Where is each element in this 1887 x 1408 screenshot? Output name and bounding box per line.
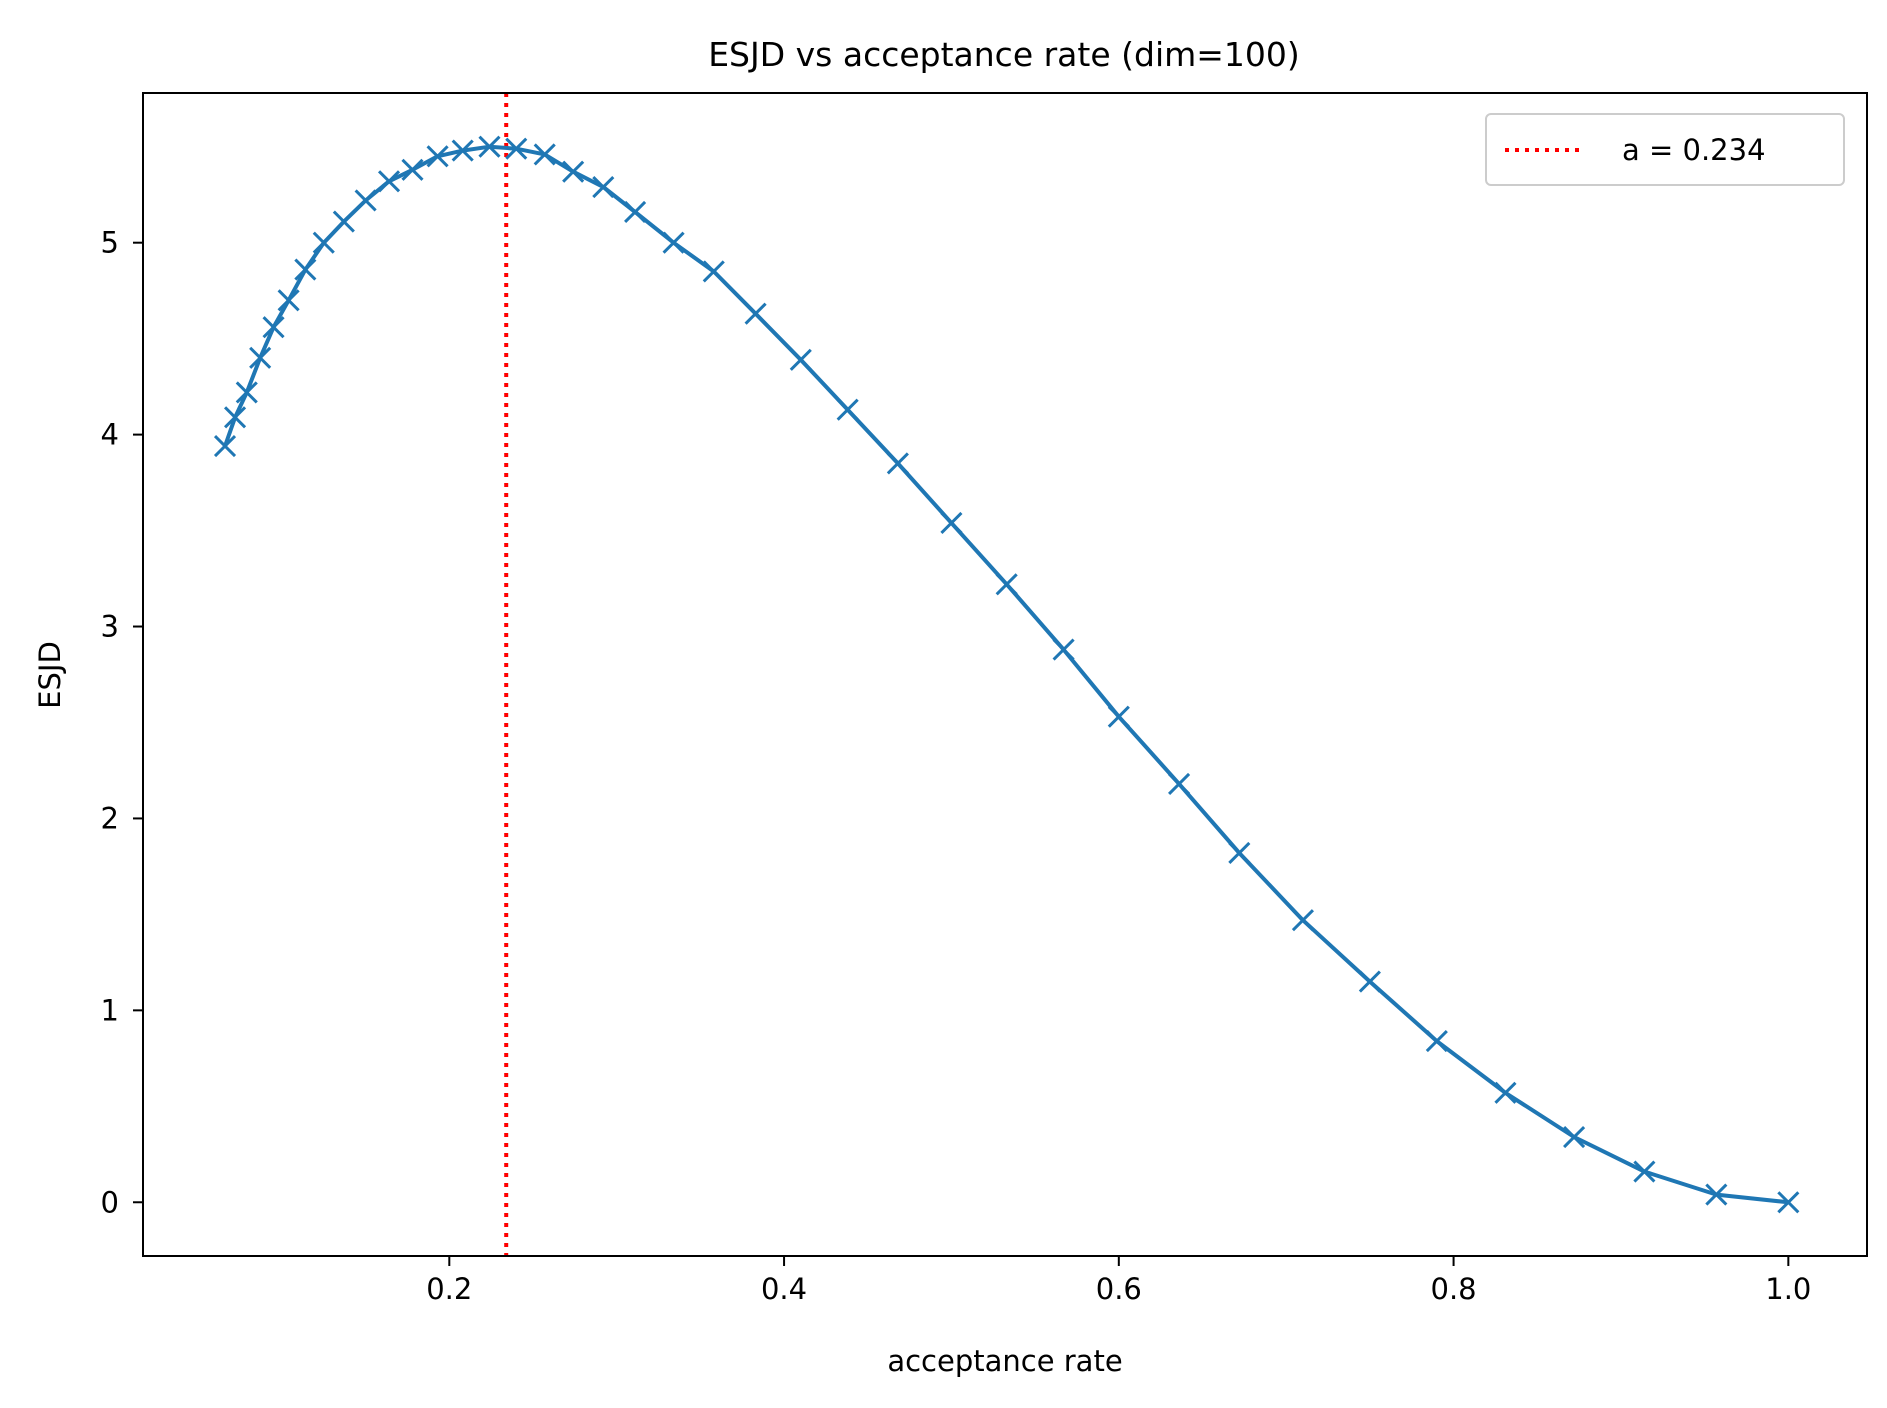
data-point-marker bbox=[354, 189, 377, 212]
data-point-marker bbox=[1168, 772, 1191, 795]
data-point-marker bbox=[1358, 970, 1381, 993]
legend-box bbox=[1485, 113, 1845, 186]
data-point-marker bbox=[1425, 1029, 1448, 1053]
data-point-marker bbox=[702, 260, 725, 283]
data-point-marker bbox=[1291, 909, 1314, 932]
legend-label-reference: a = 0.234 bbox=[1622, 133, 1766, 167]
data-point-marker bbox=[744, 302, 767, 325]
data-point-marker bbox=[1052, 638, 1075, 661]
x-tick-label: 0.2 bbox=[426, 1272, 472, 1306]
data-point-marker bbox=[377, 170, 401, 193]
series-line bbox=[223, 144, 1789, 1205]
x-tick-label: 0.4 bbox=[761, 1272, 807, 1306]
data-point-marker bbox=[262, 316, 285, 339]
data-point-marker bbox=[294, 258, 317, 281]
data-point-marker bbox=[836, 398, 859, 421]
data-point-marker bbox=[940, 511, 963, 534]
data-point-marker bbox=[235, 381, 258, 404]
data-point-marker bbox=[886, 452, 909, 475]
data-point-marker bbox=[505, 137, 528, 160]
x-axis-ticks: 0.2 0.4 0.6 0.8 1.0 bbox=[426, 1256, 1811, 1306]
y-tick-label: 2 bbox=[101, 801, 119, 835]
data-point-marker bbox=[332, 210, 355, 233]
data-point-marker bbox=[662, 231, 685, 254]
data-point-marker bbox=[592, 175, 615, 199]
data-point-marker bbox=[277, 289, 300, 312]
x-tick-label: 1.0 bbox=[1765, 1272, 1811, 1306]
data-point-marker bbox=[426, 145, 449, 168]
data-point-marker bbox=[1563, 1125, 1586, 1149]
y-tick-label: 3 bbox=[101, 610, 119, 644]
data-point-marker bbox=[533, 143, 556, 166]
data-point-marker bbox=[562, 160, 585, 183]
series-esjd bbox=[213, 135, 1800, 1214]
y-tick-label: 1 bbox=[101, 993, 119, 1027]
data-point-marker bbox=[789, 348, 812, 371]
x-tick-label: 0.8 bbox=[1431, 1272, 1477, 1306]
data-point-marker bbox=[223, 406, 247, 429]
data-point-marker bbox=[249, 346, 272, 369]
data-point-marker bbox=[401, 158, 424, 181]
data-point-marker bbox=[1777, 1191, 1800, 1214]
legend: a = 0.234 bbox=[1485, 113, 1845, 186]
chart-title: ESJD vs acceptance rate (dim=100) bbox=[708, 35, 1300, 74]
data-point-marker bbox=[995, 573, 1018, 596]
y-tick-label: 5 bbox=[101, 226, 119, 260]
data-point-marker bbox=[1494, 1081, 1517, 1104]
data-point-marker bbox=[1228, 841, 1251, 865]
x-axis-label: acceptance rate bbox=[887, 1344, 1122, 1378]
data-point-marker bbox=[312, 231, 335, 254]
data-point-marker bbox=[624, 200, 647, 224]
data-point-marker bbox=[1633, 1160, 1656, 1183]
y-tick-label: 0 bbox=[101, 1185, 119, 1219]
data-point-marker bbox=[451, 139, 474, 162]
data-point-marker bbox=[213, 435, 237, 458]
y-tick-label: 4 bbox=[101, 418, 119, 452]
y-axis-ticks: 0 1 2 3 4 5 bbox=[101, 226, 143, 1219]
x-tick-label: 0.6 bbox=[1096, 1272, 1142, 1306]
data-point-marker bbox=[478, 135, 501, 158]
plot-frame bbox=[142, 92, 1868, 1257]
y-axis-label: ESJD bbox=[33, 641, 67, 709]
data-point-marker bbox=[1107, 705, 1130, 728]
data-point-marker bbox=[1705, 1183, 1728, 1206]
